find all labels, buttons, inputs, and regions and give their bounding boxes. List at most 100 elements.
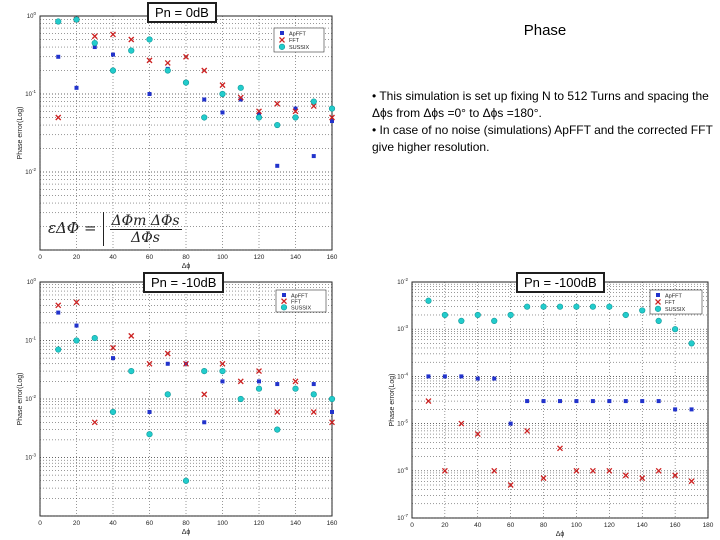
apfft-point-8 [202,97,207,102]
x-tick-label: 120 [604,522,615,529]
sussix-point-12 [622,311,629,319]
sussix-point-4 [128,47,135,54]
y-axis-label: Phase error(Log) [389,374,396,427]
legend-label: ApFFT [289,31,306,37]
fft-point-14 [655,467,662,474]
fft-point-1 [441,467,448,474]
fft-point-8 [557,445,563,452]
x-tick-label: 100 [217,520,228,527]
description-text: • This simulation is set up fixing N to … [372,88,714,156]
x-tick-label: 160 [327,254,338,261]
sussix-point-10 [589,303,596,310]
apfft-point-0 [426,374,431,379]
apfft-point-0 [56,310,61,315]
sussix-point-8 [201,367,208,375]
x-tick-label: 60 [146,254,154,261]
legend-box [275,289,327,313]
x-tick-label: 40 [109,254,117,261]
apfft-point-5 [147,92,152,96]
legend-label: ApFFT [665,293,682,299]
apfft-point-13 [640,399,645,404]
y-tick-label: 10-1 [25,336,36,345]
sussix-point-0 [425,297,432,304]
x-tick-label: 20 [73,254,81,261]
apfft-point-14 [311,154,316,159]
apfft-legend-point-legend [280,31,284,35]
apfft-legend-point-legend [282,293,286,297]
x-axis-label: Δϕ [556,531,565,538]
y-tick-label: 100 [27,11,37,20]
sussix-legend-point-legend [278,43,286,50]
fft-point-7 [540,475,547,482]
apfft-point-11 [257,379,261,384]
y-tick-label: 10-3 [25,453,36,462]
fft-legend-point-legend [655,298,661,305]
apfft-point-8 [558,399,562,404]
apfft-point-4 [492,376,497,381]
sussix-point-9 [219,367,226,375]
apfft-point-16 [689,407,694,412]
x-tick-label: 100 [217,254,228,261]
sussix-point-15 [328,395,336,403]
legend-label: FFT [291,299,302,305]
fft-point-6 [524,427,531,434]
fft-point-9 [219,82,226,89]
fft-point-11 [256,108,262,115]
apfft-point-5 [147,409,152,414]
sussix-point-7 [182,79,190,86]
fft-point-7 [183,360,189,367]
fft-point-3 [110,344,116,351]
apfft-point-11 [607,399,612,404]
apfft-point-2 [459,374,464,379]
fft-point-11 [606,467,613,474]
fft-point-0 [425,398,432,405]
x-tick-label: 140 [290,254,301,261]
sussix-point-13 [292,114,299,121]
fft-point-14 [310,409,317,415]
apfft-point-12 [623,399,628,404]
sussix-point-14 [310,98,317,105]
sussix-point-11 [255,385,263,392]
fft-point-0 [55,114,62,121]
sussix-point-13 [292,385,299,392]
fft-point-12 [274,100,281,107]
fft-point-2 [91,419,98,426]
apfft-point-1 [74,85,79,90]
fft-point-9 [219,360,226,367]
apfft-point-6 [165,361,170,366]
apfft-legend-point-legend [656,293,660,297]
note-2: • In case of no noise (simulations) ApFF… [372,123,713,154]
x-tick-label: 0 [38,520,42,527]
apfft-point-9 [220,379,225,384]
x-tick-label: 20 [73,520,81,527]
x-tick-label: 160 [670,522,681,529]
y-tick-label: 100 [27,277,37,286]
fft-point-13 [639,475,646,482]
fft-point-15 [672,472,679,479]
sussix-point-2 [91,39,98,47]
fft-point-15 [329,114,335,121]
sussix-point-16 [688,340,695,347]
fft-point-9 [573,467,580,474]
x-tick-label: 40 [109,520,117,527]
sussix-point-5 [507,311,514,319]
fft-point-5 [146,360,153,367]
y-tick-label: 10-2 [397,277,408,286]
legend-label: SUSSIX [289,45,310,51]
chart-title-minus10db: Pn = -10dB [143,272,225,293]
x-tick-label: 0 [38,254,42,261]
formula-denominator: ΔΦs [131,229,160,246]
plot-area [39,15,333,251]
y-axis-label: Phase error(Log) [17,107,24,160]
y-tick-label: 10-1 [25,89,36,98]
fft-point-12 [622,472,629,479]
error-formula: εΔΦ = ΔΦm ΔΦs ΔΦs [48,212,182,246]
formula-numerator: ΔΦm ΔΦs [109,212,182,230]
fft-point-5 [507,482,514,488]
fft-legend-point-legend [281,298,287,305]
apfft-point-5 [508,421,513,426]
apfft-point-13 [293,106,298,111]
legend-label: SUSSIX [665,307,686,313]
fft-point-2 [458,420,465,427]
